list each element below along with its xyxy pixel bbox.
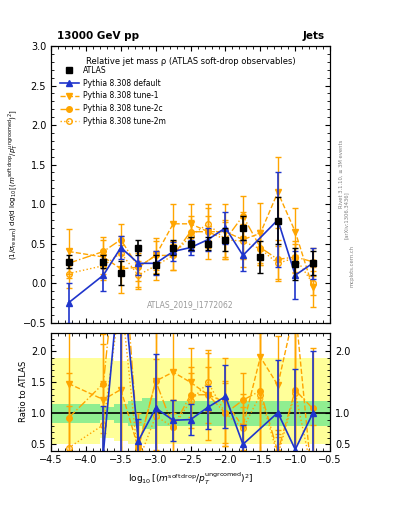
Text: Jets: Jets xyxy=(303,31,325,40)
Text: Rivet 3.1.10, ≥ 3M events: Rivet 3.1.10, ≥ 3M events xyxy=(339,140,343,208)
Text: mcplots.cern.ch: mcplots.cern.ch xyxy=(349,245,354,287)
Y-axis label: Ratio to ATLAS: Ratio to ATLAS xyxy=(19,361,28,422)
Text: ATLAS_2019_I1772062: ATLAS_2019_I1772062 xyxy=(147,300,234,309)
Text: Relative jet mass ρ (ATLAS soft-drop observables): Relative jet mass ρ (ATLAS soft-drop obs… xyxy=(86,57,296,66)
Text: [arXiv:1306.3436]: [arXiv:1306.3436] xyxy=(344,191,349,239)
Y-axis label: $(1/\sigma_\mathrm{resum})$ d$\sigma$/d $\log_{10}[(m^\mathrm{soft\,drop}/p_T^\m: $(1/\sigma_\mathrm{resum})$ d$\sigma$/d … xyxy=(6,109,20,260)
Legend: ATLAS, Pythia 8.308 default, Pythia 8.308 tune-1, Pythia 8.308 tune-2c, Pythia 8: ATLAS, Pythia 8.308 default, Pythia 8.30… xyxy=(57,62,169,129)
X-axis label: $\log_{10}[(m^\mathrm{soft\,drop}/p_T^\mathrm{ungroomed})^2]$: $\log_{10}[(m^\mathrm{soft\,drop}/p_T^\m… xyxy=(128,471,253,487)
Text: 13000 GeV pp: 13000 GeV pp xyxy=(57,31,139,40)
